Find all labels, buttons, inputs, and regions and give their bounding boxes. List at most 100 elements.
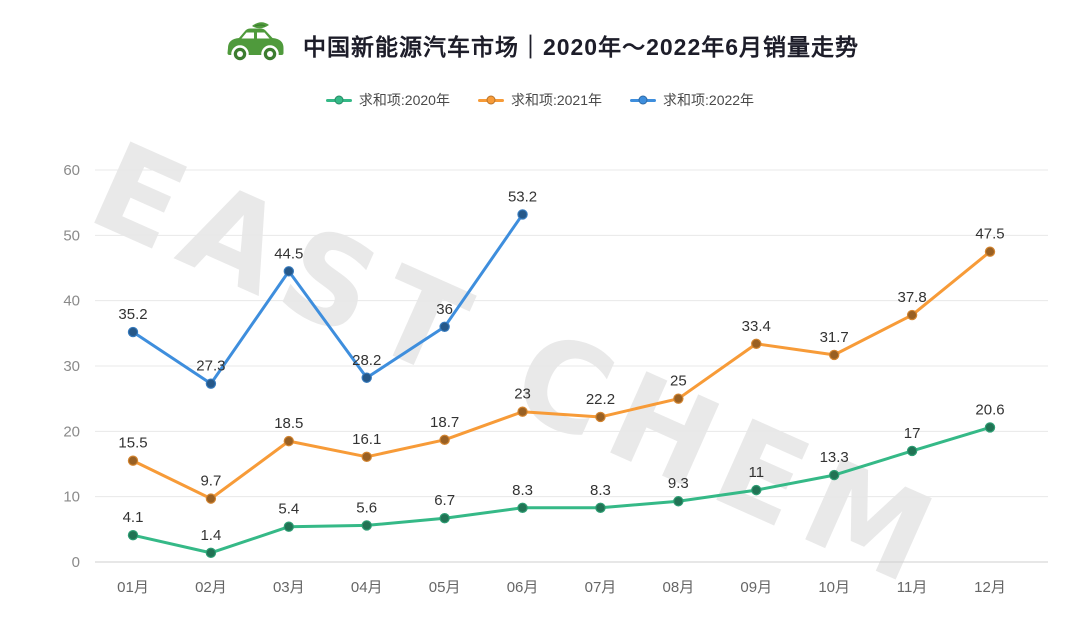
data-label: 27.3 xyxy=(196,358,225,375)
data-label: 6.7 xyxy=(434,492,455,509)
data-label: 36 xyxy=(436,301,453,318)
data-label: 18.7 xyxy=(430,414,459,431)
y-axis-tick-label: 40 xyxy=(63,293,80,310)
data-point[interactable] xyxy=(517,502,528,513)
data-label: 35.2 xyxy=(118,306,147,323)
data-label: 33.4 xyxy=(742,318,771,335)
data-point[interactable] xyxy=(751,484,762,496)
legend-dot xyxy=(334,95,344,105)
data-point[interactable] xyxy=(127,326,139,338)
legend-item-2[interactable]: 求和项:2022年 xyxy=(630,90,754,110)
legend-marker xyxy=(477,95,504,105)
data-point[interactable] xyxy=(439,513,450,524)
legend-dot xyxy=(638,95,648,105)
data-label: 1.4 xyxy=(200,527,221,544)
data-point[interactable] xyxy=(361,520,372,531)
legend-marker xyxy=(630,95,657,105)
x-axis-tick-label: 12月 xyxy=(974,579,1006,596)
series-line xyxy=(131,250,992,501)
legend-marker xyxy=(325,95,352,105)
data-label: 5.4 xyxy=(278,501,299,518)
x-axis-tick-label: 07月 xyxy=(585,579,617,596)
data-point[interactable] xyxy=(283,521,295,532)
x-axis-tick-label: 02月 xyxy=(195,579,227,596)
data-point[interactable] xyxy=(906,445,918,457)
data-point[interactable] xyxy=(517,406,528,417)
data-label: 9.7 xyxy=(200,473,221,490)
data-point[interactable] xyxy=(673,496,684,507)
data-point[interactable] xyxy=(751,338,762,349)
x-axis-tick-label: 04月 xyxy=(351,579,383,596)
y-axis-tick-label: 50 xyxy=(63,227,80,244)
chart-title: 中国新能源汽车市场｜2020年～2022年6月销量走势 xyxy=(302,33,860,60)
series-line xyxy=(131,425,992,555)
data-point[interactable] xyxy=(439,321,450,332)
data-label: 13.3 xyxy=(820,449,849,466)
y-axis-tick-label: 0 xyxy=(72,554,80,571)
legend-dot xyxy=(486,95,496,105)
legend-label: 求和项:2022年 xyxy=(663,92,755,108)
x-axis-tick-label: 01月 xyxy=(117,579,149,596)
data-point[interactable] xyxy=(906,309,918,321)
data-point[interactable] xyxy=(517,209,528,220)
data-label: 37.8 xyxy=(897,289,926,306)
x-axis-tick-label: 10月 xyxy=(818,579,850,596)
data-point[interactable] xyxy=(127,455,139,466)
data-point[interactable] xyxy=(984,246,996,257)
x-axis-tick-label: 11月 xyxy=(897,579,928,596)
data-label: 8.3 xyxy=(590,482,611,499)
y-axis-tick-label: 10 xyxy=(63,489,80,506)
data-label: 4.1 xyxy=(123,509,144,526)
y-axis-tick-label: 30 xyxy=(63,358,80,375)
data-label: 22.2 xyxy=(586,391,615,408)
x-axis-tick-label: 09月 xyxy=(740,579,772,596)
data-point[interactable] xyxy=(595,502,606,513)
data-point[interactable] xyxy=(361,372,372,383)
data-point[interactable] xyxy=(283,435,295,447)
data-label: 53.2 xyxy=(508,188,537,205)
chart-header: 中国新能源汽车市场｜2020年～2022年6月销量走势 xyxy=(0,20,1080,69)
data-point[interactable] xyxy=(984,422,996,433)
data-label: 8.3 xyxy=(512,482,533,499)
x-axis-tick-label: 06月 xyxy=(507,579,539,596)
legend-item-0[interactable]: 求和项:2020年 xyxy=(325,90,450,110)
data-label: 16.1 xyxy=(352,431,381,448)
data-point[interactable] xyxy=(828,469,840,481)
legend-item-1[interactable]: 求和项:2021年 xyxy=(477,90,603,110)
data-label: 23 xyxy=(514,386,531,403)
data-label: 5.6 xyxy=(356,499,377,516)
data-label: 47.5 xyxy=(975,226,1004,243)
y-axis-tick-label: 20 xyxy=(63,423,80,440)
data-label: 28.2 xyxy=(352,352,381,369)
x-axis-tick-label: 03月 xyxy=(273,579,305,596)
data-point[interactable] xyxy=(439,434,450,446)
data-label: 18.5 xyxy=(274,415,303,432)
data-point[interactable] xyxy=(673,393,684,404)
data-point[interactable] xyxy=(595,411,606,423)
green-car-leaf-icon xyxy=(221,20,287,69)
data-point[interactable] xyxy=(828,349,840,361)
x-axis-tick-label: 08月 xyxy=(663,579,695,596)
data-point[interactable] xyxy=(361,451,372,463)
y-axis-tick-label: 60 xyxy=(63,162,80,179)
data-label: 9.3 xyxy=(668,475,689,492)
data-point[interactable] xyxy=(205,547,217,559)
data-label: 20.6 xyxy=(975,401,1004,418)
data-label: 11 xyxy=(748,464,764,481)
data-label: 17 xyxy=(904,425,921,442)
legend-label: 求和项:2020年 xyxy=(358,92,450,108)
data-label: 15.5 xyxy=(118,435,147,452)
data-label: 44.5 xyxy=(274,245,303,262)
series-line xyxy=(131,212,525,386)
chart-legend: 求和项:2020年 求和项:2021年 求和项:2022年 xyxy=(0,90,1080,110)
data-point[interactable] xyxy=(283,266,295,277)
data-point[interactable] xyxy=(127,530,139,541)
data-point[interactable] xyxy=(205,493,217,504)
data-label: 31.7 xyxy=(820,329,849,346)
data-point[interactable] xyxy=(205,378,217,389)
data-label: 25 xyxy=(670,373,687,390)
x-axis-tick-label: 05月 xyxy=(429,579,461,596)
legend-label: 求和项:2021年 xyxy=(510,92,603,108)
